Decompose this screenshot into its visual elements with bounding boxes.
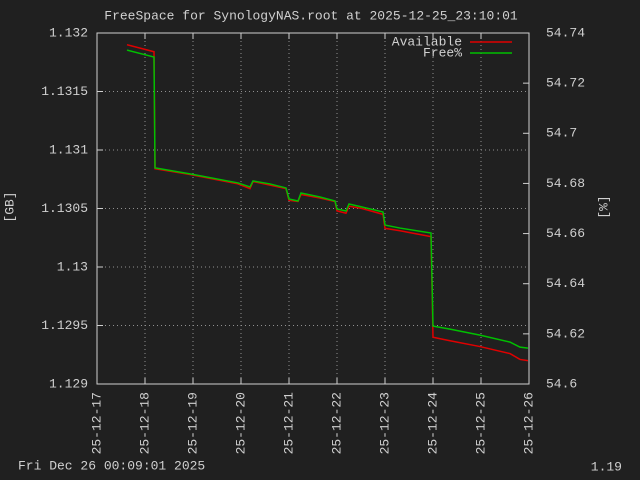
y-tick-label: 1.129 bbox=[49, 376, 88, 391]
x-tick-label: 25-12-22 bbox=[329, 392, 344, 454]
y-tick-label: 1.1315 bbox=[41, 84, 88, 99]
version: 1.19 bbox=[591, 459, 622, 474]
x-tick-label: 25-12-24 bbox=[425, 392, 440, 455]
y2-tick-label: 54.64 bbox=[546, 276, 585, 291]
y2-tick-label: 54.66 bbox=[546, 226, 585, 241]
y-tick-label: 1.131 bbox=[49, 142, 88, 157]
x-tick-label: 25-12-21 bbox=[281, 392, 296, 455]
y-axis-label: [GB] bbox=[2, 191, 17, 222]
y2-tick-label: 54.72 bbox=[546, 76, 585, 91]
series-line bbox=[126, 49, 529, 349]
x-tick-label: 25-12-26 bbox=[521, 392, 536, 454]
x-tick-label: 25-12-25 bbox=[473, 392, 488, 454]
footer-timestamp: Fri Dec 26 00:09:01 2025 bbox=[18, 458, 205, 473]
y-tick-label: 1.13 bbox=[57, 259, 88, 274]
x-tick-label: 25-12-19 bbox=[185, 392, 200, 454]
y2-tick-label: 54.68 bbox=[546, 176, 585, 191]
x-tick-label: 25-12-18 bbox=[137, 392, 152, 454]
legend-label: Free% bbox=[423, 45, 462, 60]
x-tick-label: 25-12-23 bbox=[377, 392, 392, 454]
y-tick-label: 1.1295 bbox=[41, 318, 88, 333]
y2-tick-label: 54.6 bbox=[546, 376, 577, 391]
y2-tick-label: 54.74 bbox=[546, 25, 585, 40]
y-tick-label: 1.1305 bbox=[41, 201, 88, 216]
y2-axis-label: [%] bbox=[596, 195, 611, 218]
legend-label: Available bbox=[392, 34, 462, 49]
x-tick-label: 25-12-20 bbox=[233, 392, 248, 454]
x-tick-label: 25-12-17 bbox=[89, 392, 104, 454]
y2-tick-label: 54.62 bbox=[546, 326, 585, 341]
chart-title: FreeSpace for SynologyNAS.root at 2025-1… bbox=[104, 8, 518, 23]
y-tick-label: 1.132 bbox=[49, 25, 88, 40]
plot-border bbox=[96, 32, 530, 385]
y2-tick-label: 54.7 bbox=[546, 126, 577, 141]
